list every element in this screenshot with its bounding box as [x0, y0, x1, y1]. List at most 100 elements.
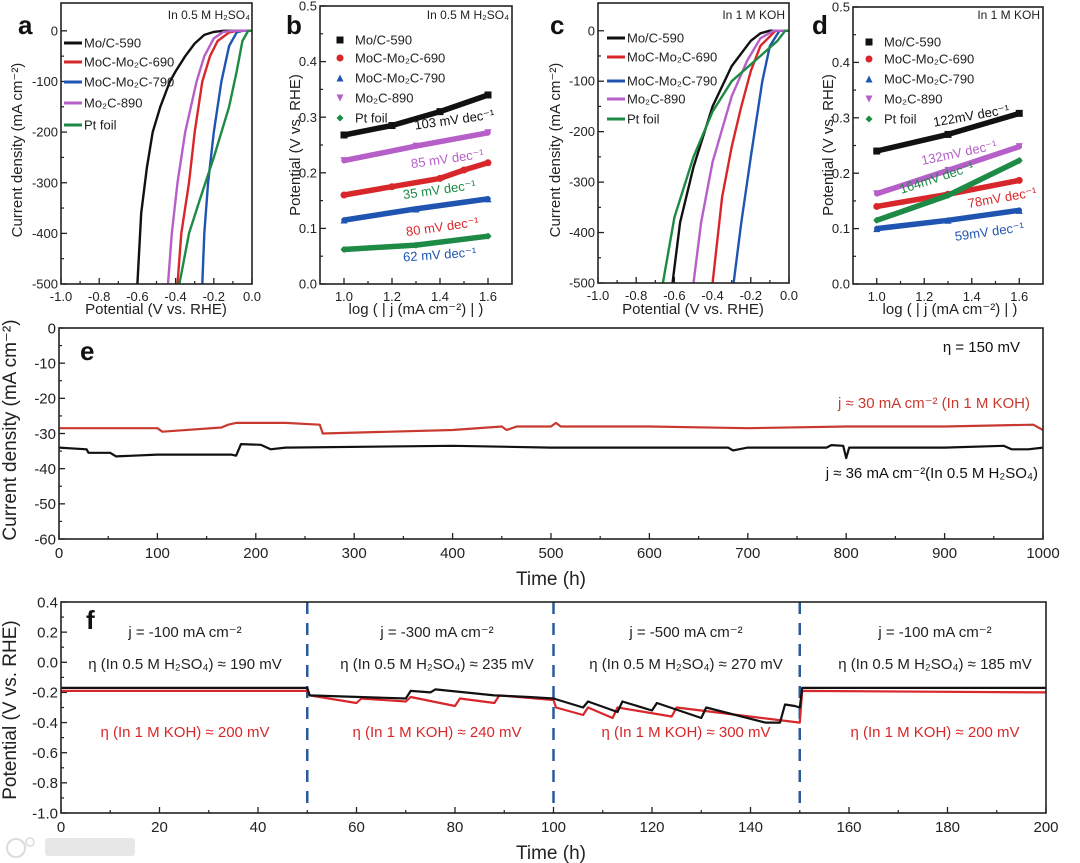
x-tick-label: 40 — [250, 819, 267, 836]
segment-overpotential-acid: η (In 0.5 M H₂SO₄) ≈ 235 mV — [340, 656, 534, 673]
legend-marker — [865, 95, 873, 103]
legend-label: MoC-Mo₂C-790 — [355, 71, 445, 86]
panel-a: -1.0 -0.8 -0.6 -0.4 -0.2 0.0 -500 -400 -300 -200 -… — [9, 2, 261, 318]
y-axis-title: Potential (V vs. RHE) — [287, 74, 304, 216]
x-tick-label: -0.4 — [701, 288, 723, 303]
series-group-a — [136, 29, 252, 284]
data-point — [873, 202, 881, 210]
x-tick-label: -0.2 — [740, 288, 762, 303]
y-tick-label: 0.1 — [832, 221, 850, 236]
panel-d: 1.0 1.2 1.4 1.6 0.0 0.1 0.2 0.3 0.4 0.5 Mo/C-590 Mo… — [812, 0, 1044, 318]
series-group-e — [59, 421, 1043, 460]
x-tick-label: 1.2 — [915, 289, 933, 304]
y-tick-label: -100 — [569, 74, 595, 89]
series-line-Mo/C-590 — [671, 29, 789, 283]
y-tick-label: -1.0 — [32, 805, 58, 822]
data-point — [484, 195, 492, 203]
y-tick-label: 0.5 — [299, 0, 317, 14]
panel-letter: c — [550, 10, 564, 40]
legend-label: Mo₂C-890 — [884, 92, 943, 107]
segment-current-density: j = -500 mA cm⁻² — [628, 624, 742, 641]
plot-frame-e — [58, 327, 1044, 540]
x-axis-title: Potential (V vs. RHE) — [85, 301, 227, 318]
y-tick-label: 0 — [588, 23, 595, 38]
y-axis-title: Current density (mA cm⁻²) — [0, 319, 21, 540]
y-tick-label: 0.4 — [299, 54, 317, 69]
data-point — [340, 157, 348, 165]
y-tick-label: -0.2 — [32, 685, 58, 702]
y-tick-label: 0.0 — [37, 655, 58, 672]
series-line-Pt foil — [178, 29, 252, 284]
y-tick-label: 0.1 — [299, 221, 317, 236]
x-tick-label: 20 — [151, 819, 168, 836]
y-tick-label: -400 — [569, 225, 595, 240]
data-point — [1015, 176, 1023, 184]
y-tick-label: 0.0 — [832, 277, 850, 292]
panel-letter: e — [80, 336, 94, 366]
legend-marker — [865, 38, 873, 46]
panel-f: 0 20 40 60 80 100 120 140 160 180 200 -1.0 -0.8 -0.6 -… — [0, 594, 1059, 863]
x-tick-label: 100 — [145, 545, 170, 562]
y-tick-label: -60 — [34, 531, 56, 548]
y-axis-title: Current density (mA cm⁻²) — [9, 63, 26, 238]
data-point — [873, 190, 881, 198]
data-point — [460, 166, 468, 174]
data-point — [944, 191, 952, 199]
data-point — [484, 159, 492, 167]
panel-letter: f — [86, 605, 95, 635]
legend-label: MoC-Mo₂C-690 — [355, 51, 445, 66]
panel-letter: a — [18, 10, 33, 40]
y-tick-label: 0.2 — [37, 624, 58, 641]
y-tick-label: -20 — [34, 391, 56, 408]
legend-marker — [865, 55, 873, 63]
legend-label: Pt foil — [84, 118, 117, 133]
y-tick-label: -500 — [569, 276, 595, 291]
y-tick-label: -50 — [34, 496, 56, 513]
legend-label: MoC-Mo₂C-690 — [84, 55, 174, 70]
segment-overpotential-acid: η (In 0.5 M H₂SO₄) ≈ 185 mV — [838, 656, 1032, 673]
x-tick-label: 160 — [836, 819, 861, 836]
x-tick-label: 900 — [932, 545, 957, 562]
plot-frame-d — [852, 6, 1044, 285]
data-point — [484, 232, 492, 240]
legend-label: Pt foil — [884, 112, 917, 127]
data-point — [1015, 206, 1023, 214]
y-tick-label: -0.6 — [32, 745, 58, 762]
x-tick-label: 1.4 — [963, 289, 981, 304]
data-point — [873, 147, 881, 155]
segment-overpotential-base: η (In 1 M KOH) ≈ 300 mV — [601, 724, 770, 741]
y-axis-title: Potential (V vs. RHE) — [820, 74, 837, 216]
segment-current-density: j = -100 mA cm⁻² — [877, 624, 991, 641]
x-tick-label: 200 — [243, 545, 268, 562]
series-line-In 0.5 M H₂SO₄ — [61, 686, 1046, 724]
x-axis-title: Time (h) — [516, 569, 586, 590]
y-tick-label: 0.3 — [832, 110, 850, 125]
y-tick-label: 0 — [51, 23, 58, 38]
segment-current-density: j = -100 mA cm⁻² — [127, 624, 241, 641]
series-group-d — [873, 109, 1023, 233]
x-tick-label: 1.0 — [335, 289, 353, 304]
panel-b: 1.0 1.2 1.4 1.6 0.0 0.1 0.2 0.3 0.4 0.5 Mo/C-590 Mo… — [286, 0, 513, 318]
series-group-b — [340, 91, 492, 254]
y-tick-label: 0.4 — [832, 55, 850, 70]
data-point — [340, 216, 348, 224]
tafel-slope-label: 62 mV dec⁻¹ — [403, 244, 478, 264]
panel-c: -1.0 -0.8 -0.6 -0.4 -0.2 0.0 -500 -400 -300 -200 -… — [547, 2, 798, 318]
data-point — [944, 130, 952, 138]
x-tick-label: 1.6 — [479, 289, 497, 304]
series-line-Mo/C-590 — [341, 92, 491, 138]
y-tick-label: 0.2 — [832, 166, 850, 181]
series-line-MoC-Mo₂C-790 — [201, 29, 252, 284]
series-line-Mo/C-590 — [136, 29, 252, 284]
x-tick-label: 80 — [447, 819, 464, 836]
segment-overpotential-acid: η (In 0.5 M H₂SO₄) ≈ 270 mV — [589, 656, 783, 673]
x-tick-label: 100 — [541, 819, 566, 836]
legend-marker — [865, 75, 873, 83]
data-point — [1015, 109, 1023, 117]
x-tick-label: 0.0 — [243, 289, 261, 304]
annotation: η = 150 mV — [943, 339, 1020, 356]
panel-letter: d — [812, 10, 828, 40]
segment-overpotential-acid: η (In 0.5 M H₂SO₄) ≈ 190 mV — [88, 656, 282, 673]
y-tick-label: -10 — [34, 355, 56, 372]
